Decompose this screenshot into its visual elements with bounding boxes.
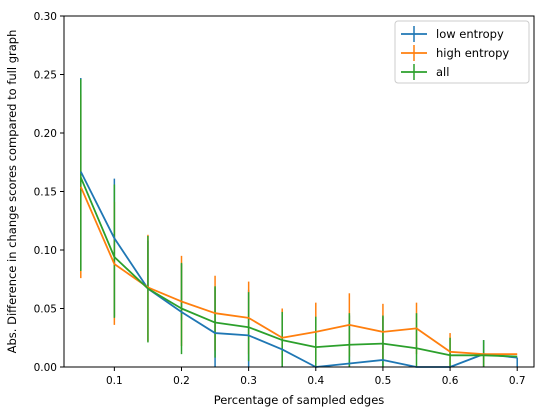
y-tick-label: 0.05 xyxy=(34,303,57,315)
x-tick-label: 0.7 xyxy=(509,375,526,387)
x-axis-label: Percentage of sampled edges xyxy=(214,393,385,407)
x-axis: 0.1 0.2 0.3 0.4 0.5 0.6 0.7 xyxy=(106,367,526,387)
y-axis-label: Abs. Difference in change scores compare… xyxy=(5,30,19,354)
legend-label-all: all xyxy=(436,65,449,79)
x-tick-label: 0.4 xyxy=(307,375,324,387)
x-tick-label: 0.2 xyxy=(173,375,190,387)
y-tick-label: 0.25 xyxy=(34,69,57,81)
x-tick-label: 0.1 xyxy=(106,375,123,387)
x-tick-label: 0.6 xyxy=(442,375,459,387)
y-tick-label: 0.30 xyxy=(34,11,57,23)
y-tick-label: 0.15 xyxy=(34,186,57,198)
legend-label-high-entropy: high entropy xyxy=(436,46,509,60)
y-tick-label: 0.20 xyxy=(34,128,57,140)
x-tick-label: 0.3 xyxy=(240,375,257,387)
y-tick-label: 0.10 xyxy=(34,245,57,257)
y-tick-label: 0.00 xyxy=(34,362,57,374)
y-axis: 0.00 0.05 0.10 0.15 0.20 0.25 0.30 xyxy=(34,11,64,374)
x-tick-label: 0.5 xyxy=(375,375,392,387)
legend: low entropy high entropy all xyxy=(395,21,529,83)
legend-label-low-entropy: low entropy xyxy=(436,27,504,41)
